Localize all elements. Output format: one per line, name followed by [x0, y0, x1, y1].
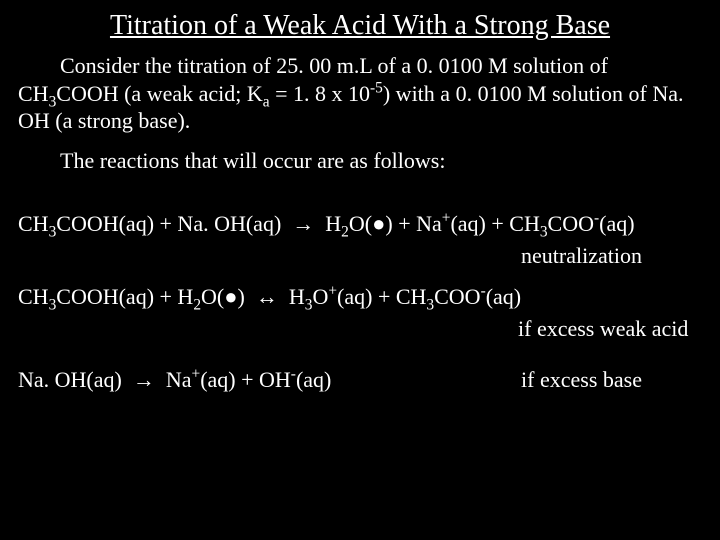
equation-1: CH3COOH(aq) + Na. OH(aq) → H2O(●) + Na+(…	[18, 210, 702, 238]
paragraph-1: Consider the titration of 25. 00 m.L of …	[18, 52, 702, 135]
equation-3-note: if excess base	[521, 366, 642, 394]
equation-2: CH3COOH(aq) + H2O(●) ↔ H3O+(aq) + CH3COO…	[18, 283, 702, 311]
equation-1-note: neutralization	[18, 242, 702, 270]
spacer	[18, 186, 702, 210]
paragraph-2: The reactions that will occur are as fol…	[18, 147, 702, 175]
equation-3-row: Na. OH(aq) → Na+(aq) + OH-(aq) if excess…	[18, 366, 702, 394]
equation-2-note: if excess weak acid	[18, 315, 702, 343]
equations-block: CH3COOH(aq) + Na. OH(aq) → H2O(●) + Na+(…	[18, 210, 702, 394]
spacer	[18, 356, 702, 366]
slide: Titration of a Weak Acid With a Strong B…	[0, 0, 720, 540]
equation-3: Na. OH(aq) → Na+(aq) + OH-(aq)	[18, 366, 331, 394]
slide-title: Titration of a Weak Acid With a Strong B…	[18, 10, 702, 42]
